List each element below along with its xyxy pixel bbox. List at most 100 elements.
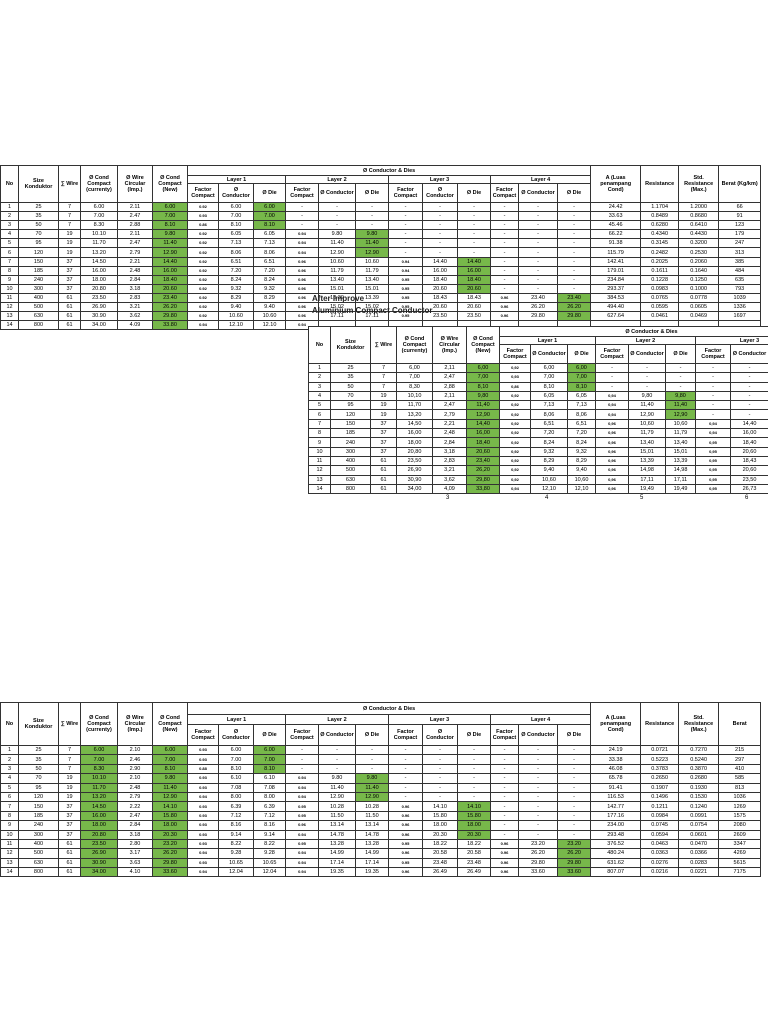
table-cell: 37: [58, 801, 81, 812]
table-cell: 300: [330, 446, 371, 457]
table-cell: 8,29: [530, 455, 568, 467]
table-cell: 9: [308, 437, 331, 448]
table-cell: 8.30: [80, 220, 118, 231]
table-cell: 0.96: [490, 292, 519, 304]
sub-header: Ø Conductor: [318, 183, 356, 203]
table-cell: 8,24: [530, 437, 568, 448]
table-cell: -: [388, 220, 423, 231]
table-row: 1 25 7 6.00 2.10 6.00 0.93 6.00 6.00- - - - - - - - -24.…: [0, 744, 762, 756]
table-cell: 9,40: [530, 465, 568, 476]
table-cell: 0.95: [388, 857, 423, 869]
table-cell: 16.00: [457, 265, 491, 276]
table-cell: 18.40: [152, 274, 188, 285]
column-header: Resistance: [640, 165, 680, 203]
table-cell: 13,20: [396, 409, 433, 420]
table-cell: -: [422, 791, 458, 803]
table-cell: -: [422, 773, 458, 784]
table-cell: 8.16: [218, 820, 254, 831]
table-cell: 14.50: [80, 256, 118, 267]
table-cell: 7: [370, 372, 397, 383]
table-cell: 0.7270: [678, 744, 720, 756]
table-cell: 9.40: [253, 302, 286, 313]
table-cell: -: [556, 754, 592, 765]
table-cell: 14: [0, 320, 19, 331]
layer-header: Layer 1: [187, 175, 286, 184]
table-cell: 11.79: [318, 265, 356, 276]
table-cell: 23.20: [152, 838, 188, 850]
table-cell: 25: [18, 201, 59, 213]
table-cell: 91.41: [590, 782, 642, 793]
table-cell: 30.90: [80, 857, 118, 869]
table-cell: 0.92: [187, 274, 219, 285]
table-cell: 8.10: [218, 763, 254, 775]
table-cell: 7: [0, 256, 19, 267]
table-cell: 0.93: [187, 782, 219, 793]
table-cell: 23.50: [80, 292, 118, 304]
table-cell: 15,01: [628, 446, 666, 457]
table-cell: 7: [0, 801, 19, 812]
table-cell: 12.90: [318, 791, 356, 803]
table-cell: -: [518, 283, 558, 294]
table-cell: 142.77: [590, 801, 642, 812]
group-header: Ø Conductor & Dies: [186, 165, 592, 176]
table-cell: 7.08: [253, 782, 286, 793]
table-cell: -: [388, 754, 423, 765]
table-cell: 2,48: [432, 428, 467, 439]
table-cell: 0.95: [285, 838, 319, 850]
table-cell: 185: [18, 810, 59, 822]
table-cell: 33.38: [590, 754, 642, 765]
table-row: 6 120 19 13,20 2,79 12,90 0,92 8,06 8,06 0,94 12,9…: [308, 409, 768, 420]
table-cell: 8.06: [253, 247, 286, 258]
table-cell: 7,00: [466, 372, 500, 383]
table-cell: 500: [18, 848, 59, 859]
table-cell: 2,83: [432, 455, 467, 467]
table-row: 9 240 37 18.00 2.84 18.00 0.93 8.16 8.16 0.96 13.1…: [0, 820, 762, 831]
table-cell: 9,80: [628, 390, 666, 402]
table-cell: 9.28: [253, 848, 286, 859]
table-row: 9 240 37 18,00 2,84 18,40 0,92 8,24 8,24 0,96 13,4…: [308, 437, 768, 448]
table-cell: -: [518, 829, 558, 840]
table-cell: 0.94: [187, 320, 219, 331]
table-cell: 3,62: [432, 474, 467, 485]
table-cell: -: [355, 763, 389, 775]
table-cell: -: [730, 390, 768, 402]
table-cell: -: [388, 201, 423, 213]
table-cell: 23,50: [396, 455, 433, 467]
table-row: 9 240 37 18.00 2.84 18.40 0.92 8.24 8.24 0.96 13.4…: [0, 274, 762, 285]
table-cell: 400: [18, 292, 59, 304]
table-cell: 11,40: [665, 400, 696, 411]
table-cell: -: [490, 773, 519, 784]
table-cell: 50: [18, 763, 59, 775]
table-cell: 26.20: [152, 848, 188, 859]
table-row: 6 120 19 13.20 2.79 12.90 0.94 8.00 8.00 0.94 12.9…: [0, 791, 762, 803]
sub-header: Ø Conductor: [218, 183, 254, 203]
table-cell: 2,21: [432, 418, 467, 430]
table-cell: 9: [0, 274, 19, 285]
table-cell: 2.84: [117, 820, 153, 831]
table-cell: 26.20: [518, 848, 558, 859]
table-cell: 37: [58, 810, 81, 822]
table-cell: 14.78: [355, 829, 389, 840]
table-cell: 12,10: [567, 483, 596, 495]
table-cell: 6: [308, 409, 331, 420]
table-cell: 12,90: [628, 409, 666, 420]
sub-header: Ø Die: [253, 183, 286, 203]
column-header: Ø Cond Compact (New): [152, 702, 188, 746]
table-cell: -: [518, 763, 558, 775]
table-cell: 247: [718, 238, 762, 249]
table-cell: 484: [718, 265, 762, 276]
table-cell: -: [457, 791, 491, 803]
table-cell: -: [490, 238, 519, 249]
table-top: No Size Konduktor ∑ Wire Ø Cond Compact (cu…: [0, 165, 768, 335]
table-cell: 13.28: [355, 838, 389, 850]
table-cell: 19: [58, 782, 81, 793]
table-row: 2 35 7 7.00 2.47 7.00 0.93 7.00 7.00- - - - - - - - -33.…: [0, 211, 762, 222]
table-cell: 0,95: [695, 465, 731, 476]
table-cell: 33.63: [590, 211, 642, 222]
table-cell: 34.00: [80, 320, 118, 331]
table-cell: 7.00: [253, 754, 286, 765]
table-cell: 0.3200: [678, 238, 720, 249]
table-cell: -: [695, 409, 731, 420]
table-cell: 18.43: [422, 292, 458, 304]
sub-header: Ø Conductor: [628, 344, 666, 364]
